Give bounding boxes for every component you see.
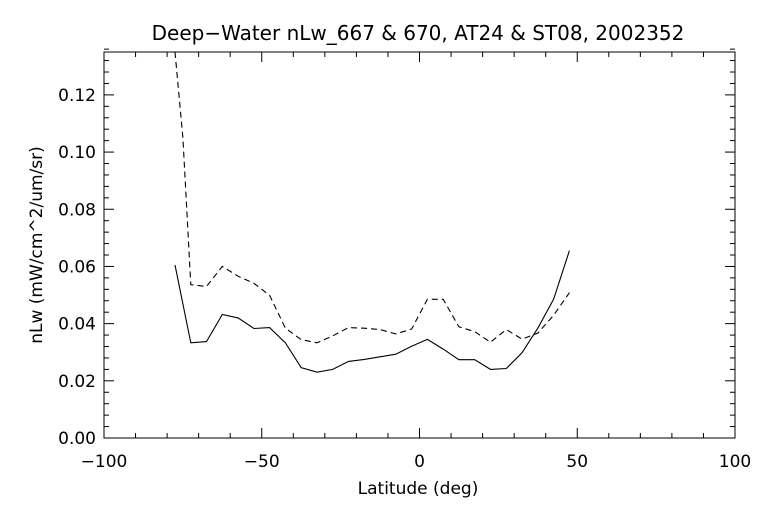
y-tick-label: 0.04 (58, 315, 96, 335)
y-tick-label: 0.00 (58, 429, 96, 449)
plot-frame (103, 51, 736, 439)
x-axis-label: Latitude (deg) (358, 479, 479, 499)
x-tick-label: −100 (81, 452, 128, 472)
y-axis-ticks: 0.00 0.02 0.04 0.06 0.08 0.10 0.12 (58, 48, 735, 449)
series-line-solid (174, 250, 570, 373)
series-layer (174, 51, 570, 373)
chart-title: Deep−Water nLw_667 & 670, AT24 & ST08, 2… (152, 21, 685, 45)
x-tick-label: 0 (414, 452, 425, 472)
y-axis-label: nLw (mW/cm^2/um/sr) (27, 146, 47, 344)
y-tick-label: 0.08 (58, 200, 96, 220)
y-tick-label: 0.10 (58, 143, 96, 163)
y-tick-label: 0.12 (58, 86, 96, 106)
y-tick-label: 0.02 (58, 372, 96, 392)
series-line-dashed (174, 51, 570, 344)
x-axis-ticks: −100 −50 0 50 100 (81, 52, 751, 472)
x-tick-label: −50 (244, 452, 280, 472)
y-tick-label: 0.06 (58, 257, 96, 277)
x-tick-label: 50 (566, 452, 588, 472)
x-tick-label: 100 (719, 452, 751, 472)
